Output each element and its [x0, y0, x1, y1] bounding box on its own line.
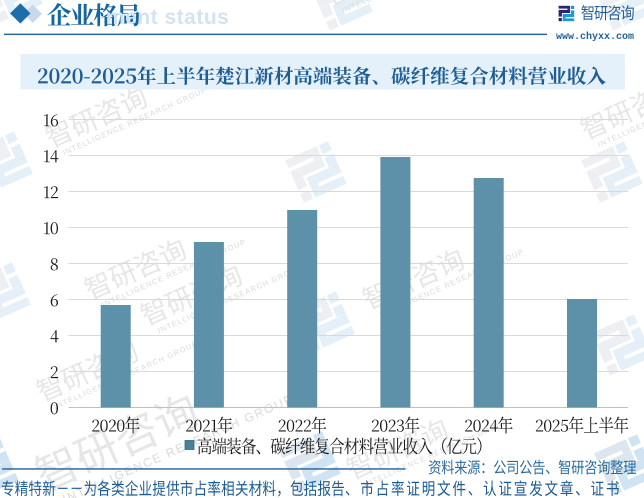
svg-text:ment status: ment status [106, 6, 229, 29]
svg-text:www.chyxx.com: www.chyxx.com [556, 31, 634, 43]
